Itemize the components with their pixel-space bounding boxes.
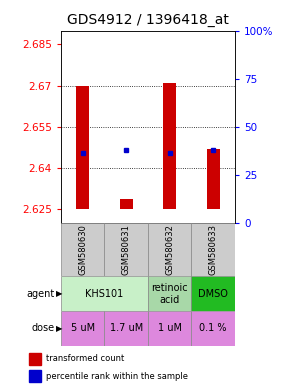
Text: GSM580630: GSM580630: [78, 224, 87, 275]
Text: percentile rank within the sample: percentile rank within the sample: [46, 372, 188, 381]
Text: DMSO: DMSO: [198, 289, 228, 299]
Text: dose: dose: [32, 323, 55, 333]
Bar: [76, 86, 89, 209]
Text: retinoic
acid: retinoic acid: [151, 283, 188, 305]
Title: GDS4912 / 1396418_at: GDS4912 / 1396418_at: [67, 13, 229, 27]
Bar: [61, 311, 104, 346]
Bar: [163, 83, 176, 209]
Text: GSM580632: GSM580632: [165, 224, 174, 275]
Text: agent: agent: [27, 289, 55, 299]
Text: ▶: ▶: [56, 289, 63, 298]
Text: 1.7 uM: 1.7 uM: [110, 323, 143, 333]
Bar: [148, 311, 191, 346]
Text: GSM580631: GSM580631: [122, 224, 131, 275]
Bar: [29, 353, 41, 365]
Bar: [191, 311, 235, 346]
Bar: [119, 199, 133, 209]
Text: KHS101: KHS101: [85, 289, 124, 299]
Bar: [148, 223, 191, 276]
Text: GSM580633: GSM580633: [209, 224, 218, 275]
Bar: [61, 223, 104, 276]
Bar: [104, 223, 148, 276]
Bar: [29, 370, 41, 382]
Bar: [206, 149, 220, 209]
Bar: [191, 223, 235, 276]
Bar: [61, 276, 148, 311]
Bar: [148, 276, 191, 311]
Text: 5 uM: 5 uM: [70, 323, 95, 333]
Text: transformed count: transformed count: [46, 354, 124, 363]
Bar: [191, 276, 235, 311]
Bar: [104, 311, 148, 346]
Text: ▶: ▶: [56, 324, 63, 333]
Text: 0.1 %: 0.1 %: [200, 323, 227, 333]
Text: 1 uM: 1 uM: [158, 323, 182, 333]
